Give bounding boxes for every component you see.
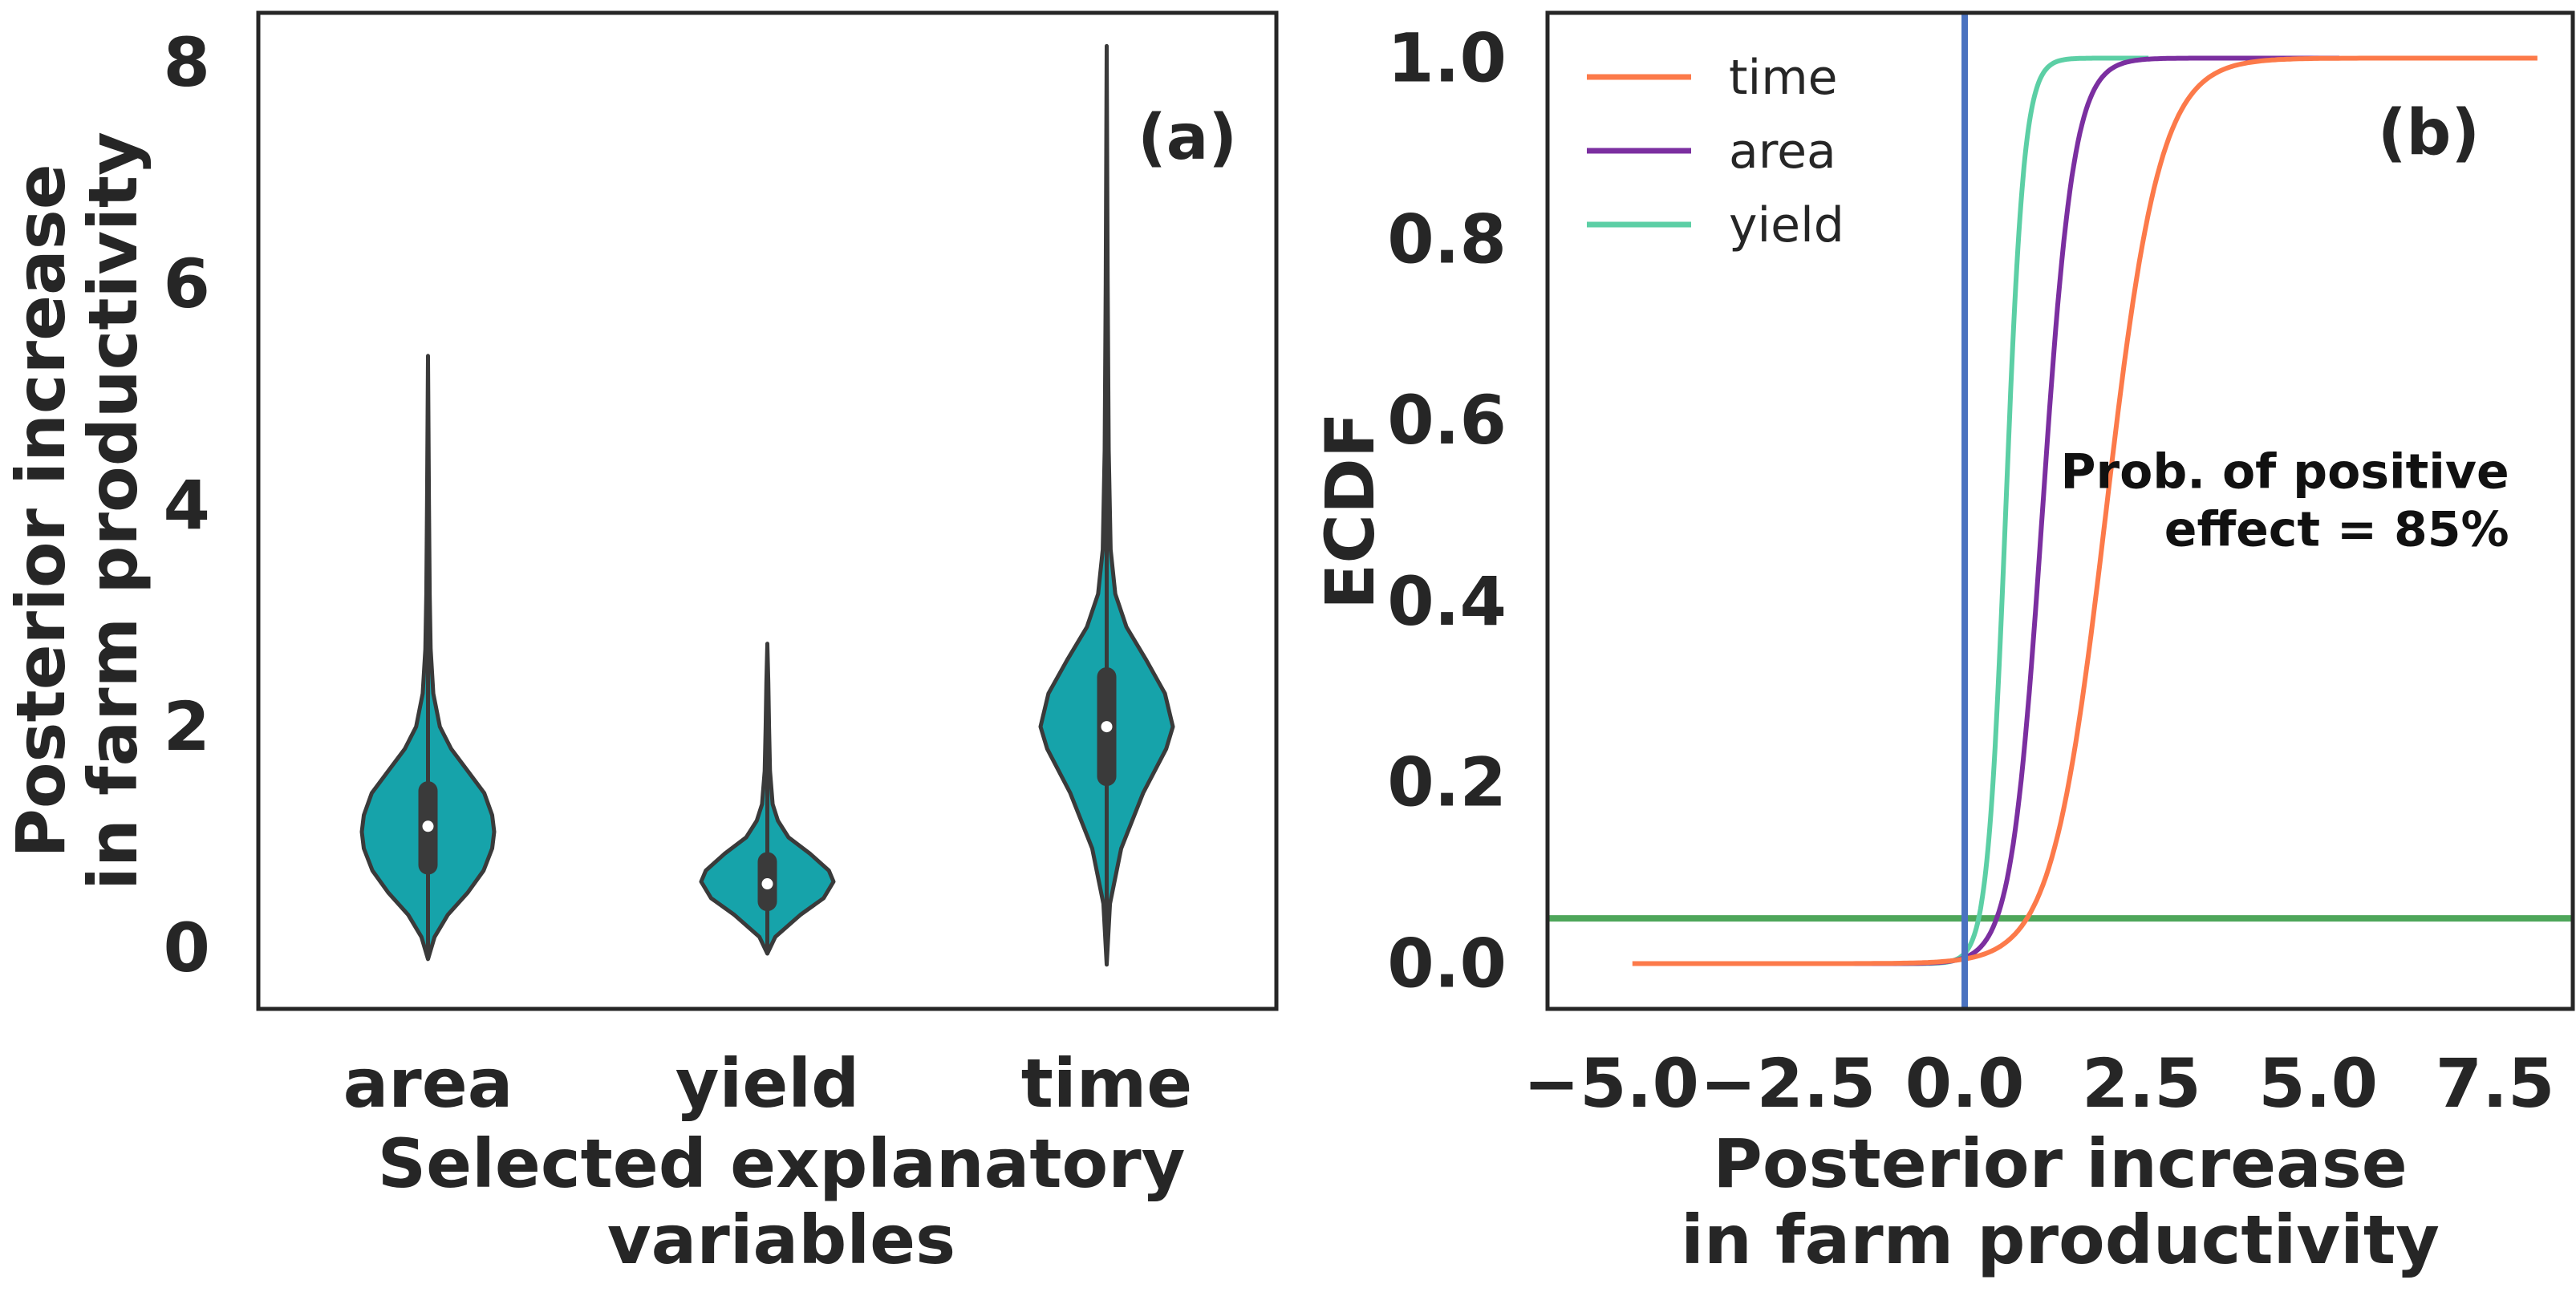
panel-b-frame (1545, 10, 2575, 1011)
annotation-line-1: Prob. of positive (2061, 444, 2509, 500)
panel-b-xlabel-line1: Posterior increase (1713, 1124, 2407, 1203)
panel-a-xlabel-line2: variables (607, 1201, 955, 1279)
panel-b-label: (b) (2378, 97, 2480, 169)
panel-b-x-ticks: −5.0 −2.5 0.0 2.5 5.0 7.5 (1523, 1044, 2555, 1123)
panel-b-xtick-label: 5.0 (2258, 1044, 2378, 1123)
panel-a-ytick-label: 6 (164, 245, 210, 323)
legend: time area yield (1587, 50, 1844, 253)
panel-a-ylabel-line2: in farm productivity (74, 132, 152, 890)
ecdf-line-yield (1836, 55, 2150, 966)
ecdf-lines (1548, 13, 2573, 1009)
violin-median-time (1101, 721, 1113, 733)
panel-a-violin-chart: 0 2 4 6 8 area yield time (a) Posterior increa… (2, 10, 1279, 1279)
panel-b-xtick-label: −5.0 (1523, 1044, 1699, 1123)
annotation-line-2: effect = 85% (2164, 502, 2509, 558)
legend-label-area: area (1729, 124, 1836, 180)
ecdf-line-time (1632, 55, 2537, 966)
panel-b-ytick-label: 0.0 (1387, 925, 1507, 1003)
panel-b-ytick-label: 0.4 (1387, 562, 1507, 641)
legend-label-time: time (1729, 50, 1838, 106)
panel-a-frame (256, 10, 1279, 1011)
panel-a-xtick-label: area (343, 1044, 513, 1123)
panel-b-ytick-label: 0.6 (1387, 381, 1507, 460)
panel-b-ecdf-chart: 0.00.20.40.60.81.0 −5.0 −2.5 0.0 2.5 5.0 7.5 … (1311, 10, 2575, 1279)
violin-median-area (422, 820, 434, 832)
panel-a-x-ticks: area yield time (343, 1044, 1193, 1123)
panel-a-y-ticks: 0 2 4 6 8 (164, 23, 210, 987)
panel-b-ylabel: ECDF (1311, 412, 1389, 610)
panel-b-xtick-label: 0.0 (1905, 1044, 2025, 1123)
panel-b-xtick-label: −2.5 (1700, 1044, 1876, 1123)
panel-a-ytick-label: 2 (164, 687, 210, 766)
panel-a-ytick-label: 4 (164, 466, 210, 545)
panel-a-ytick-label: 0 (164, 909, 210, 987)
violin-group (359, 43, 1175, 967)
panel-a-xtick-label: time (1021, 1044, 1192, 1123)
panel-b-ytick-label: 0.2 (1387, 743, 1507, 822)
panel-b-xlabel-line2: in farm productivity (1681, 1201, 2440, 1279)
panel-a-label: (a) (1138, 102, 1237, 174)
legend-label-yield: yield (1729, 197, 1844, 253)
panel-b-y-ticks: 0.0 0.2 0.4 0.6 0.8 1.0 (1387, 18, 1507, 1002)
panel-b-xtick-label: 2.5 (2082, 1044, 2201, 1123)
panel-a-ylabel-line1: Posterior increase (2, 164, 80, 857)
panel-a-xlabel-line1: Selected explanatory (378, 1124, 1186, 1203)
violin-median-yield (761, 878, 773, 890)
panel-a-ytick-label: 8 (164, 23, 210, 102)
panel-b-ytick-label: 1.0 (1387, 18, 1507, 97)
panel-b-xtick-label: 7.5 (2436, 1044, 2555, 1123)
panel-a-xtick-label: yield (675, 1044, 859, 1123)
panel-b-ytick-label: 0.8 (1387, 200, 1507, 278)
